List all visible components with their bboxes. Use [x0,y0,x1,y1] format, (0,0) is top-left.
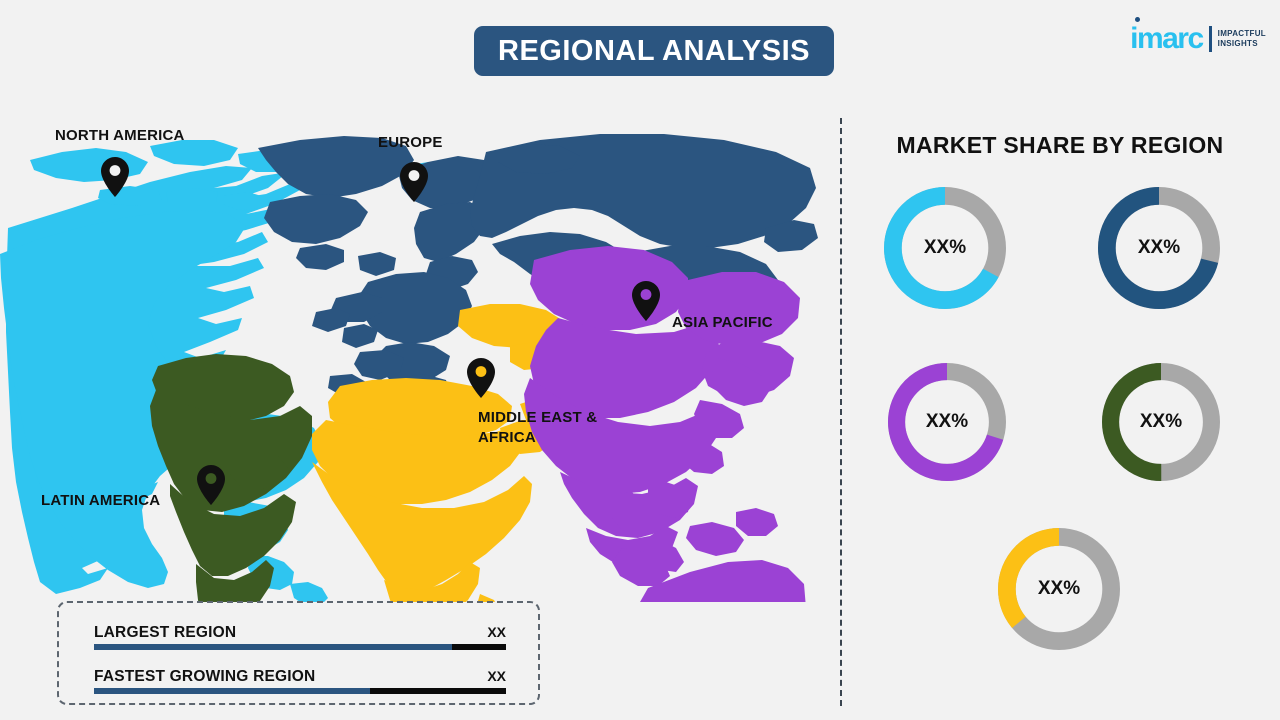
donut-chart-middle-east-africa: XX% [998,528,1120,650]
legend-value-fastest-growing-region: XX [487,668,506,684]
legend-bar-largest-region [94,644,506,650]
logo-wordmark: imarc [1130,17,1204,55]
map-pin-latin-america-icon[interactable] [197,465,225,505]
logo-dot-icon [1135,17,1141,22]
map-label-asia-pacific: ASIA PACIFIC [672,314,773,331]
legend-row-largest-region: LARGEST REGION XX [94,624,506,650]
world-map [0,132,820,602]
donut-chart-asia-pacific: XX% [888,363,1006,481]
page-title: REGIONAL ANALYSIS [474,26,834,76]
donut-chart-europe: XX% [1098,187,1220,309]
section-divider [840,118,842,706]
map-label-middle-east-africa: MIDDLE EAST & AFRICA [478,409,598,447]
legend-label-largest-region: LARGEST REGION [94,624,237,641]
imarc-logo: imarc IMPACTFUL INSIGHTS [1130,17,1266,55]
donut-chart-latin-america: XX% [1102,363,1220,481]
legend-label-fastest-growing-region: FASTEST GROWING REGION [94,668,316,685]
map-region-asia-pacific [524,246,806,602]
logo-tagline: IMPACTFUL INSIGHTS [1218,29,1266,49]
legend-bar-fill-largest-region [94,644,453,650]
map-pin-europe-icon[interactable] [400,162,428,202]
region-summary-box: LARGEST REGION XX FASTEST GROWING REGION… [57,601,540,705]
map-label-europe: EUROPE [378,134,443,151]
page-title-text: REGIONAL ANALYSIS [498,34,810,67]
map-pin-north-america-icon[interactable] [101,157,129,197]
legend-bar-fill-fastest-growing-region [94,688,371,694]
legend-row-fastest-growing-region: FASTEST GROWING REGION XX [94,668,506,694]
map-label-north-america: NORTH AMERICA [55,127,185,144]
map-pin-asia-pacific-icon[interactable] [632,281,660,321]
legend-bar-fastest-growing-region [94,688,506,694]
logo-tagline-line1: IMPACTFUL [1217,29,1266,38]
map-pin-middle-east-africa-icon[interactable] [467,358,495,398]
logo-divider-icon [1208,26,1212,52]
legend-value-largest-region: XX [487,624,506,640]
logo-tagline-line2: INSIGHTS [1217,39,1258,48]
map-region-latin-america [150,354,312,602]
donut-chart-north-america: XX% [884,187,1006,309]
panel-title-market-share: MARKET SHARE BY REGION [896,132,1224,158]
map-label-latin-america: LATIN AMERICA [41,492,161,509]
logo-word-text: imarc [1130,22,1204,55]
map-region-middle-east-africa [312,304,580,602]
